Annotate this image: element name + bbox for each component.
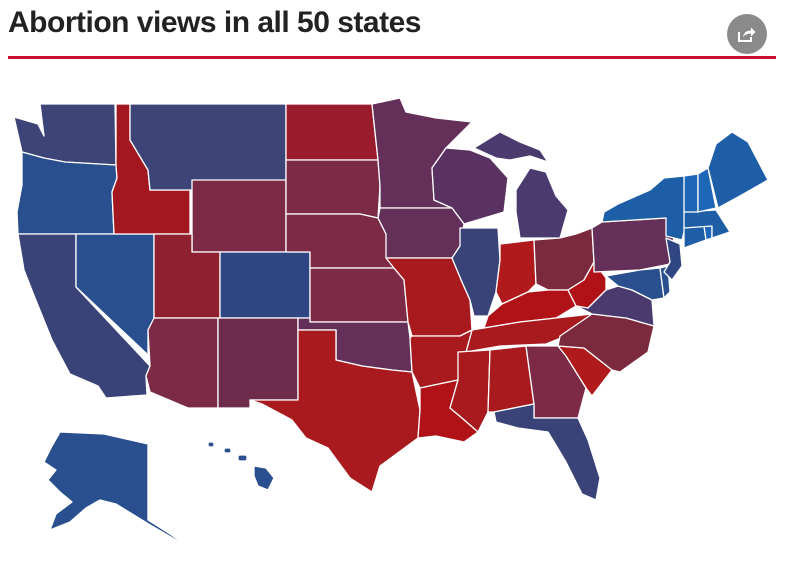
- state-illinois[interactable]: [451, 227, 501, 317]
- state-alaska[interactable]: [43, 431, 191, 549]
- state-wisconsin[interactable]: [431, 147, 509, 225]
- state-montana[interactable]: [129, 103, 287, 191]
- state-wyoming[interactable]: [191, 179, 287, 253]
- state-michigan[interactable]: [515, 167, 569, 239]
- state-maine[interactable]: [707, 131, 769, 209]
- state-michigan-upper[interactable]: [473, 131, 549, 163]
- state-hawaii-maui[interactable]: [237, 454, 248, 462]
- state-new-hampshire[interactable]: [697, 167, 717, 213]
- state-iowa[interactable]: [377, 207, 465, 259]
- state-massachusetts[interactable]: [683, 209, 731, 239]
- state-arizona[interactable]: [145, 317, 219, 409]
- state-hawaii-kauai[interactable]: [207, 441, 215, 448]
- state-kansas[interactable]: [309, 267, 409, 323]
- state-new-mexico[interactable]: [217, 317, 299, 409]
- state-rhode-island[interactable]: [703, 225, 713, 241]
- state-hawaii-oahu[interactable]: [223, 447, 232, 454]
- state-hawaii[interactable]: [253, 465, 275, 491]
- state-maryland[interactable]: [605, 267, 665, 301]
- state-florida[interactable]: [493, 403, 601, 501]
- state-texas[interactable]: [249, 329, 421, 493]
- page-title: Abortion views in all 50 states: [8, 6, 421, 39]
- share-button[interactable]: [727, 14, 767, 54]
- state-new-jersey[interactable]: [663, 237, 683, 281]
- state-north-dakota[interactable]: [285, 103, 379, 161]
- header: Abortion views in all 50 states: [8, 0, 776, 59]
- state-south-dakota[interactable]: [285, 159, 381, 219]
- state-oregon[interactable]: [16, 151, 118, 235]
- state-colorado[interactable]: [219, 251, 311, 319]
- state-pennsylvania[interactable]: [591, 217, 675, 273]
- share-icon: [738, 27, 756, 42]
- state-connecticut[interactable]: [683, 225, 707, 249]
- state-vermont[interactable]: [683, 173, 699, 213]
